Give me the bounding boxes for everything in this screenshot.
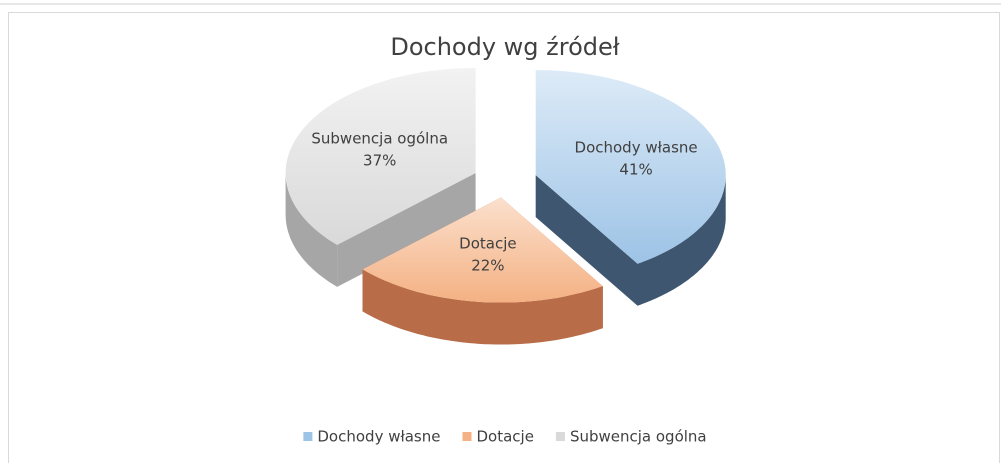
slice: Dochody własne 41% (535, 70, 726, 306)
slice-side (285, 173, 338, 287)
data-label-value: 22% (471, 256, 504, 274)
slice-side (637, 175, 726, 306)
slice: Dotacje 22% (362, 197, 603, 345)
slice-side (362, 269, 603, 345)
slice: Subwencja ogólna 37% (285, 68, 476, 287)
slice-side (337, 173, 476, 287)
slice-top (362, 197, 603, 303)
data-label-name: Dotacje (459, 234, 516, 252)
legend-swatch (555, 432, 565, 441)
slice-side (535, 175, 638, 306)
data-label-name: Subwencja ogólna (311, 130, 448, 148)
slice-top (535, 70, 726, 264)
legend: Dochody własne Dotacje Subwencja ogólna (303, 428, 707, 446)
legend-swatch (303, 432, 313, 441)
data-label-value: 37% (363, 152, 396, 170)
slice-top (285, 68, 476, 245)
legend-label: Dochody własne (317, 428, 440, 446)
data-label-name: Dochody własne (575, 138, 698, 156)
chart-title: Dochody wg źródeł (390, 33, 619, 61)
legend-swatch (462, 432, 472, 441)
legend-label: Dotacje (476, 428, 533, 446)
legend-label: Subwencja ogólna (570, 428, 707, 446)
data-label-value: 41% (619, 160, 652, 178)
